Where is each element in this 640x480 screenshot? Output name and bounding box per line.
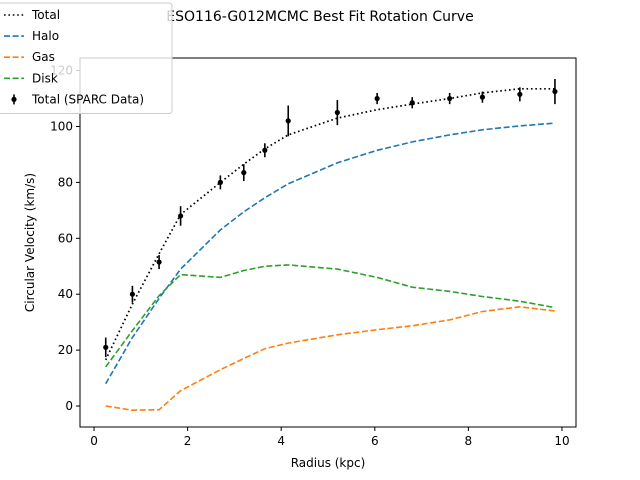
total-sparc-data-point bbox=[103, 344, 109, 350]
total-sparc-data-point bbox=[217, 179, 223, 185]
y-tick-label: 80 bbox=[58, 175, 73, 189]
x-tick-label: 2 bbox=[184, 434, 192, 448]
legend-label-total-sparc-data: Total (SPARC Data) bbox=[31, 92, 144, 106]
disk-series-line bbox=[105, 264, 556, 368]
total-sparc-data-point bbox=[447, 95, 453, 102]
legend-marker-total-sparc-data bbox=[11, 96, 17, 102]
total-sparc-data-point bbox=[285, 118, 291, 124]
total-sparc-data-point bbox=[178, 213, 184, 219]
x-axis-label: Radius (kpc) bbox=[291, 456, 366, 470]
y-axis-label: Circular Velocity (km/s) bbox=[23, 173, 37, 312]
total-sparc-data-point bbox=[552, 88, 558, 95]
x-tick-label: 10 bbox=[554, 434, 569, 448]
total-sparc-data-point bbox=[334, 109, 340, 116]
chart-title: ESO116-G012MCMC Best Fit Rotation Curve bbox=[166, 9, 473, 25]
legend-frame bbox=[0, 2, 173, 114]
total-sparc-data-series bbox=[103, 78, 558, 358]
total-sparc-data-point bbox=[479, 94, 486, 100]
x-tick-label: 6 bbox=[371, 434, 379, 448]
x-tick-label: 0 bbox=[90, 434, 98, 448]
x-tick-label: 4 bbox=[277, 434, 285, 448]
total-sparc-data-point bbox=[374, 95, 380, 102]
x-axis: 0 2 4 6 8 10 bbox=[90, 427, 570, 448]
legend-label-total: Total bbox=[31, 8, 60, 22]
y-tick-label: 100 bbox=[50, 119, 73, 133]
y-tick-label: 0 bbox=[65, 399, 73, 413]
total-sparc-data-point bbox=[409, 100, 415, 106]
y-tick-label: 60 bbox=[58, 231, 73, 245]
legend: Total Halo Gas Disk Total (SPARC Data) bbox=[0, 2, 173, 114]
y-tick-label: 40 bbox=[58, 287, 73, 301]
total-sparc-data-point bbox=[517, 91, 523, 97]
total-sparc-data-point bbox=[262, 147, 268, 153]
legend-label-disk: Disk bbox=[32, 71, 58, 85]
legend-label-gas: Gas bbox=[32, 50, 55, 64]
y-tick-label: 20 bbox=[58, 343, 73, 357]
plot-area bbox=[103, 78, 558, 412]
total-sparc-data-point bbox=[129, 291, 136, 297]
x-tick-label: 8 bbox=[465, 434, 473, 448]
total-sparc-data-point bbox=[156, 259, 162, 265]
gas-series-line bbox=[105, 305, 555, 412]
legend-label-halo: Halo bbox=[32, 29, 59, 43]
plot-frame bbox=[79, 57, 577, 428]
total-sparc-data-point bbox=[241, 170, 247, 176]
